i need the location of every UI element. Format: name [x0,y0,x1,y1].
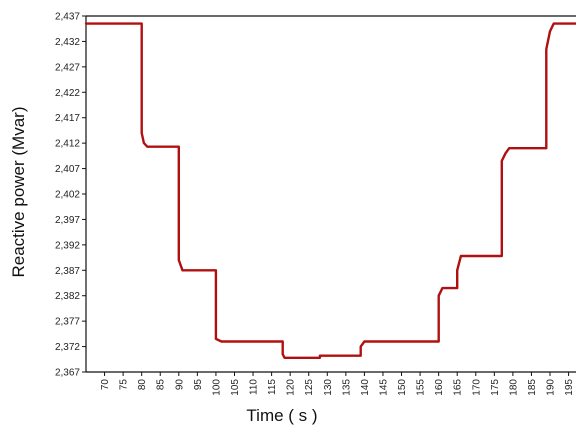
x-tick-label: 100 [211,379,222,396]
x-tick-label: 115 [267,379,278,395]
x-tick-label: 160 [434,379,445,396]
y-tick-label: 2,417 [55,113,80,124]
x-tick-label: 180 [508,379,519,396]
y-tick-label: 2,392 [55,240,80,251]
y-tick-label: 2,437 [55,12,80,23]
y-tick-label: 2,397 [55,215,80,226]
x-tick-label: 185 [527,379,538,396]
x-tick-label: 150 [397,379,408,396]
y-axis: 2,367 2,372 2,377 2,382 2,387 2,392 2,397 2,402… [55,12,86,379]
x-tick-label: 120 [286,379,297,396]
x-tick-label: 110 [249,379,260,395]
x-tick-label: 135 [341,379,352,396]
y-tick-label: 2,427 [55,62,80,73]
x-tick-label: 190 [546,379,557,396]
x-axis-title: Time ( s ) [246,406,317,425]
y-tick-label: 2,432 [55,37,80,48]
y-tick-label: 2,377 [55,317,80,328]
x-tick-label: 165 [453,379,464,396]
x-tick-label: 80 [137,379,148,391]
x-tick-label: 170 [471,379,482,396]
y-tick-label: 2,367 [55,368,80,379]
x-tick-label: 85 [156,379,167,391]
y-tick-label: 2,387 [55,266,80,277]
x-tick-label: 175 [490,379,501,396]
y-tick-label: 2,372 [55,342,80,353]
y-axis-title: Reactive power (Mvar) [9,107,28,278]
x-tick-label: 145 [378,379,389,396]
y-tick-label: 2,382 [55,291,80,302]
x-tick-label: 90 [174,379,185,391]
reactive-power-line [84,22,576,359]
y-tick-label: 2,412 [55,139,80,150]
x-tick-label: 155 [416,379,427,396]
x-tick-label: 70 [100,379,111,391]
x-tick-label: 140 [360,379,371,396]
x-tick-label: 195 [564,379,575,396]
x-axis: 70 75 80 85 90 95 100 105 110 115 120 125 130 135 140 1… [100,372,575,396]
x-tick-label: 130 [323,379,334,396]
x-tick-label: 105 [230,379,241,396]
y-tick-label: 2,407 [55,164,80,175]
y-tick-label: 2,402 [55,190,80,201]
x-tick-label: 95 [193,379,204,391]
series-group [84,22,576,359]
x-tick-label: 75 [119,379,130,391]
x-tick-label: 125 [304,379,315,396]
y-tick-label: 2,422 [55,88,80,99]
